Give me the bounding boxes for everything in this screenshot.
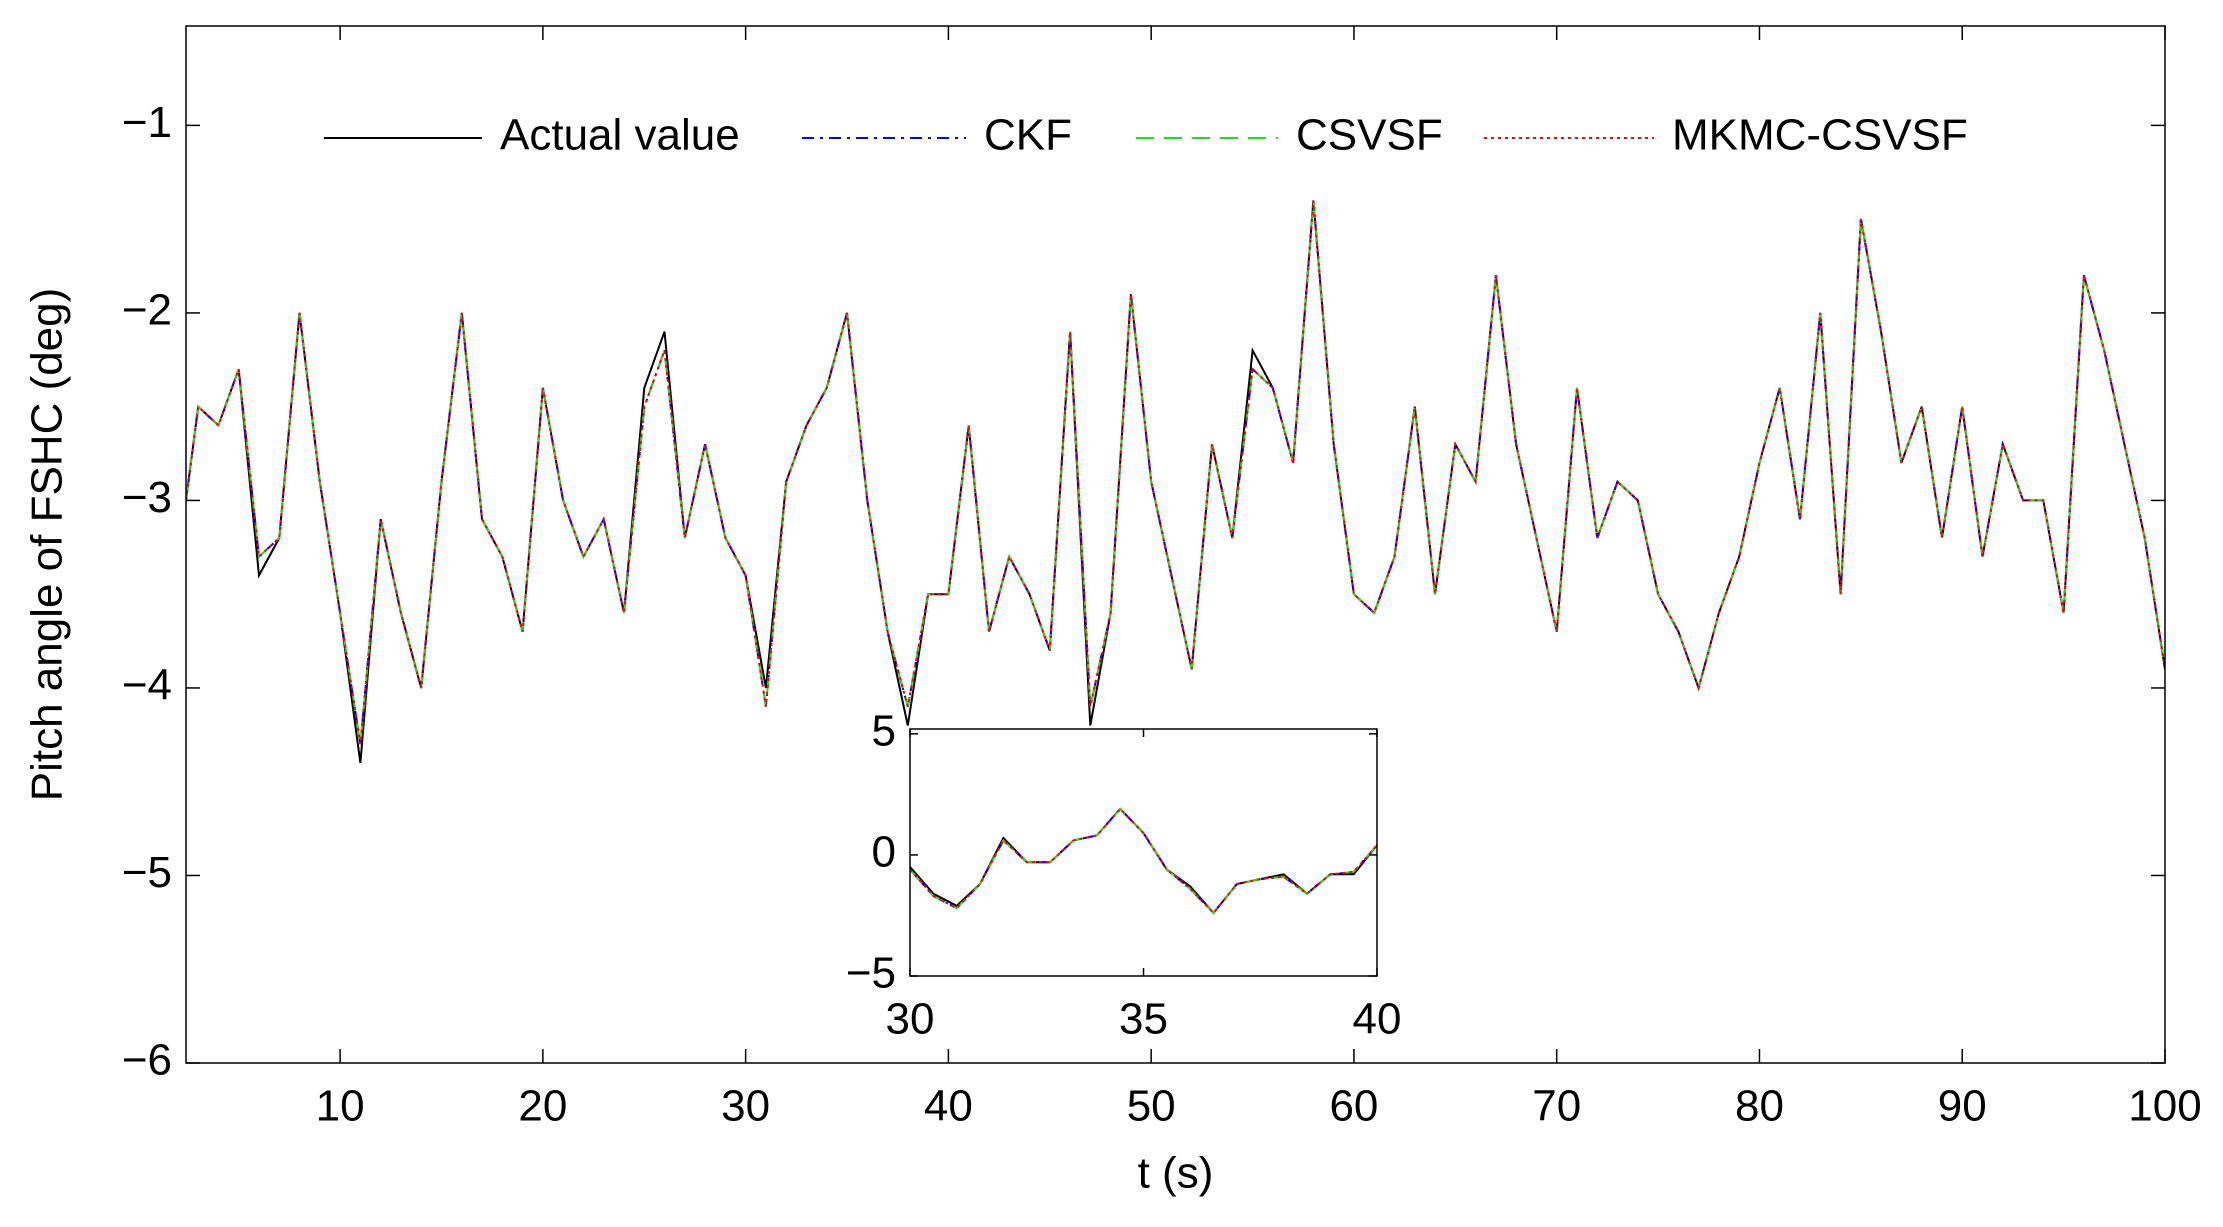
x-tick-label: 100 xyxy=(2128,1082,2201,1131)
y-tick-label: 0 xyxy=(872,828,896,877)
legend-label: Actual value xyxy=(500,111,740,160)
y-tick-label: −6 xyxy=(122,1036,172,1085)
x-tick-label: 40 xyxy=(924,1082,973,1131)
y-tick-label: 5 xyxy=(872,706,896,755)
x-tick-label: 40 xyxy=(1353,995,1402,1044)
x-tick-label: 20 xyxy=(518,1082,567,1131)
legend-label: CKF xyxy=(984,111,1072,160)
x-tick-label: 60 xyxy=(1329,1082,1378,1131)
y-tick-label: −3 xyxy=(122,473,172,522)
x-tick-label: 90 xyxy=(1938,1082,1987,1131)
y-tick-label: −5 xyxy=(846,949,896,998)
legend-label: CSVSF xyxy=(1296,111,1443,160)
y-tick-label: −5 xyxy=(122,848,172,897)
series-line xyxy=(186,200,2165,745)
series-line xyxy=(910,807,1377,915)
legend-label: MKMC-CSVSF xyxy=(1672,111,1968,160)
x-axis-label: t (s) xyxy=(1138,1149,1214,1198)
y-axis-label: Pitch angle of FSHC (deg) xyxy=(23,288,72,802)
x-tick-label: 50 xyxy=(1127,1082,1176,1131)
y-tick-label: −1 xyxy=(122,98,172,147)
plot-area xyxy=(910,729,1377,976)
x-tick-label: 80 xyxy=(1735,1082,1784,1131)
x-tick-label: 30 xyxy=(886,995,935,1044)
x-tick-label: 30 xyxy=(721,1082,770,1131)
x-tick-label: 10 xyxy=(316,1082,365,1131)
y-tick-label: −2 xyxy=(122,286,172,335)
x-tick-label: 70 xyxy=(1532,1082,1581,1131)
y-tick-label: −4 xyxy=(122,661,172,710)
x-tick-label: 35 xyxy=(1119,995,1168,1044)
axes-box xyxy=(185,25,2166,1064)
